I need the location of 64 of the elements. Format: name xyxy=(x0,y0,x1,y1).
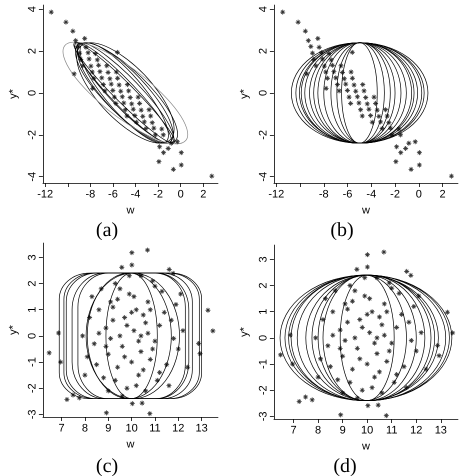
x-tick-label: -12 xyxy=(268,188,284,200)
x-tick-label: 11 xyxy=(149,422,161,434)
y-tick-label: 3 xyxy=(26,254,38,260)
y-tick-label: -2 xyxy=(26,383,38,394)
x-tick-label: -6 xyxy=(108,188,118,200)
x-tick-label: 7 xyxy=(58,422,65,434)
y-tick-label: 0 xyxy=(26,332,38,339)
x-tick-label: -8 xyxy=(85,188,96,200)
x-axis-title: w xyxy=(125,438,134,450)
x-tick-label: 7 xyxy=(290,424,297,436)
y-tick-label: 0 xyxy=(26,90,38,96)
text: (c) xyxy=(96,455,118,476)
x-tick-label: -6 xyxy=(342,188,352,200)
y-tick-label: -4 xyxy=(26,172,38,182)
y-tick-label: 2 xyxy=(257,282,270,289)
y-tick-label: 4 xyxy=(257,6,270,12)
x-tick-label: 0 xyxy=(178,188,184,200)
x-tick-label: 8 xyxy=(315,424,322,436)
y-tick-label: -2 xyxy=(257,130,270,140)
x-tick-label: 10 xyxy=(361,424,374,436)
x-tick-label: 2 xyxy=(200,188,206,200)
y-tick-label: 3 xyxy=(257,256,270,262)
y-tick-label: 0 xyxy=(257,334,270,341)
y-tick-label: 2 xyxy=(26,280,38,287)
y-tick-label: -2 xyxy=(257,385,270,396)
y-tick-label: -1 xyxy=(257,359,270,369)
y-tick-label: 4 xyxy=(26,6,38,12)
x-tick-label: -2 xyxy=(390,188,400,200)
y-tick-label: -1 xyxy=(26,357,38,367)
y-axis-title: y* xyxy=(8,88,20,99)
text: (b) xyxy=(330,219,354,241)
x-axis-title: w xyxy=(125,204,134,216)
x-axis-title: w xyxy=(360,204,370,216)
x-tick-label: -12 xyxy=(37,188,54,200)
x-tick-label: -8 xyxy=(318,188,329,200)
y-tick-label: -3 xyxy=(257,411,270,422)
x-tick-label: 2 xyxy=(439,188,446,200)
y-tick-label: -3 xyxy=(26,409,38,420)
x-tick-label: 9 xyxy=(105,422,112,434)
text: (a) xyxy=(96,219,118,241)
x-tick-label: 9 xyxy=(340,424,346,436)
x-tick-label: -4 xyxy=(130,188,140,200)
x-tick-label: 8 xyxy=(82,422,88,434)
x-tick-label: -2 xyxy=(153,188,164,200)
y-axis-title: y* xyxy=(8,324,20,335)
y-tick-label: -4 xyxy=(257,172,270,182)
x-tick-label: 0 xyxy=(416,188,422,200)
x-tick-label: 12 xyxy=(172,422,184,434)
y-axis-title: y* xyxy=(238,326,250,337)
x-tick-label: 10 xyxy=(125,422,138,434)
x-tick-label: 13 xyxy=(434,424,447,436)
y-tick-label: 2 xyxy=(26,48,38,54)
y-axis-title: y* xyxy=(238,88,250,99)
y-tick-label: -2 xyxy=(26,130,38,140)
x-tick-label: 13 xyxy=(196,422,208,434)
x-tick-label: 11 xyxy=(386,424,398,436)
y-tick-label: 1 xyxy=(257,308,270,315)
x-tick-label: 12 xyxy=(410,424,422,436)
text: (d) xyxy=(333,455,357,476)
y-tick-label: 1 xyxy=(26,306,38,313)
y-tick-label: 2 xyxy=(257,48,270,54)
y-tick-label: 0 xyxy=(257,90,270,96)
x-tick-label: -4 xyxy=(366,188,376,200)
x-axis-title: w xyxy=(360,440,370,452)
